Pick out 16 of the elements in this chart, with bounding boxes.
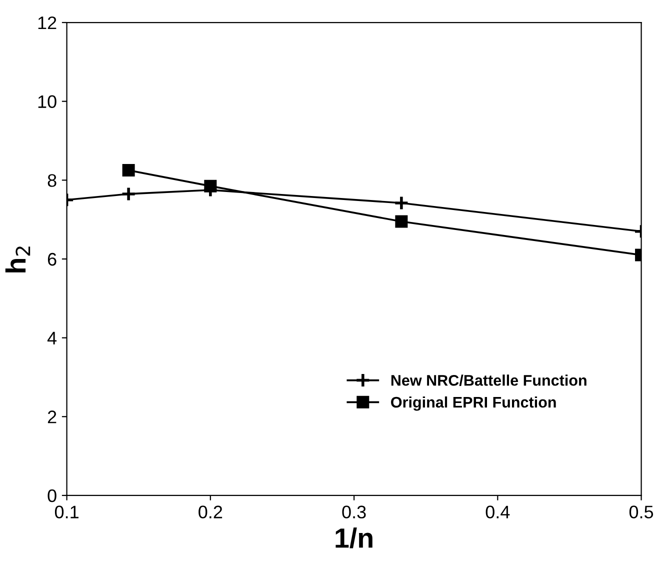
y-tick-label: 10 — [38, 95, 56, 108]
x-tick-label: 0.4 — [486, 506, 510, 518]
y-tick-label: 0 — [48, 489, 56, 502]
x-tick-label: 0.5 — [629, 506, 654, 518]
y-axis-title: h$_{2}$ — [5, 246, 30, 272]
legend-label: New NRC/Battelle Function — [391, 374, 586, 386]
y-tick-label: 4 — [47, 332, 57, 344]
x-tick-label: 0.2 — [198, 506, 222, 518]
y-tick-label: 2 — [48, 410, 56, 424]
legend-label: Original EPRI Function — [391, 396, 556, 411]
x-tick-label: 0.1 — [54, 506, 78, 518]
x-axis-title: 1/n — [336, 528, 372, 548]
y-tick-label: 6 — [48, 252, 56, 266]
y-tick-label: 8 — [48, 174, 56, 187]
x-tick-label: 0.3 — [342, 506, 366, 518]
y-tick-label: 12 — [38, 16, 56, 30]
